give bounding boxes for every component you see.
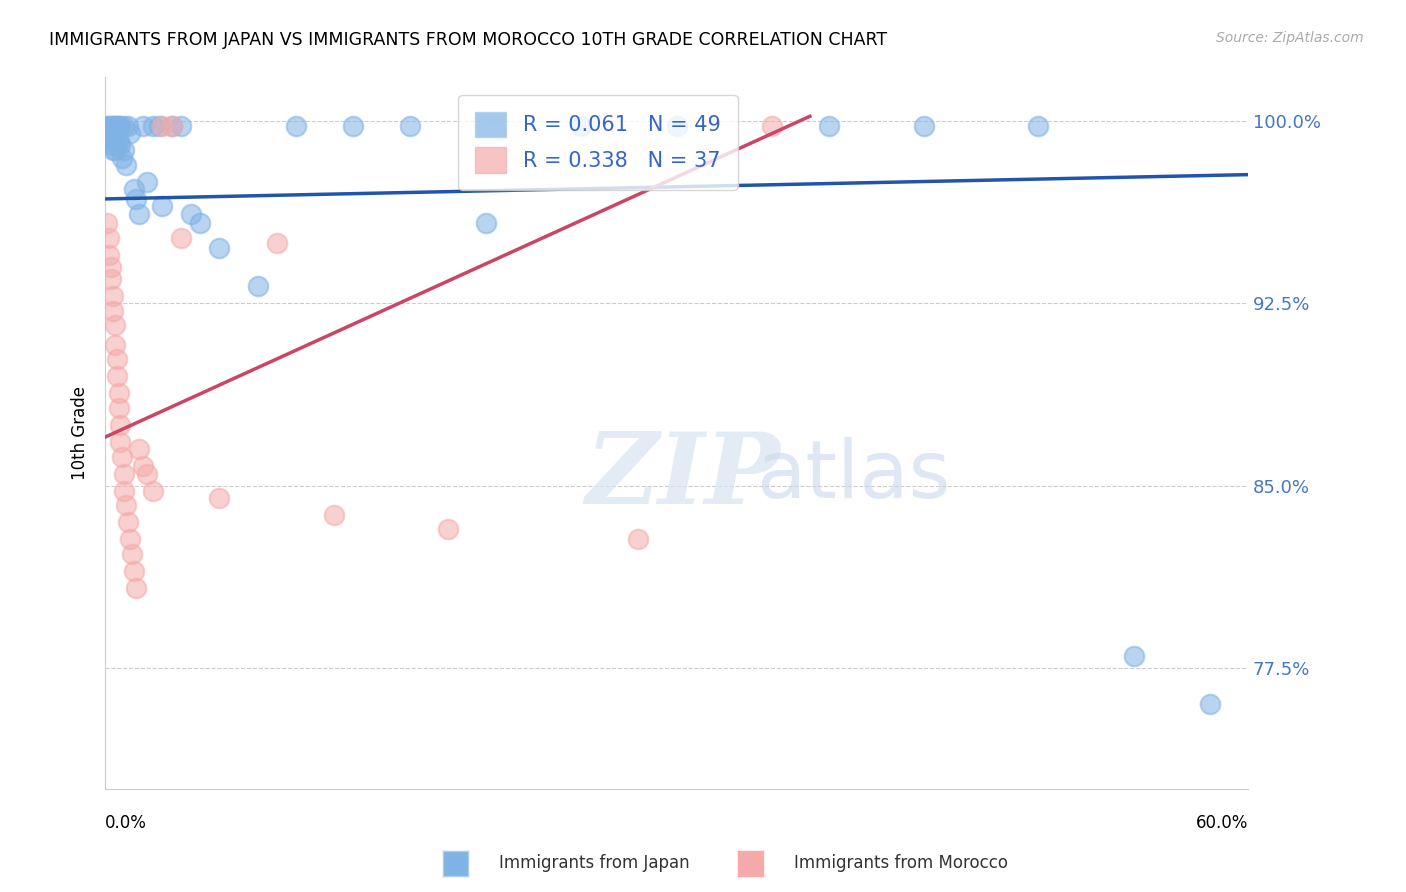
Point <box>104 318 127 333</box>
Point <box>110 417 132 432</box>
Point <box>96 119 118 133</box>
Legend: R = 0.061   N = 49, R = 0.338   N = 37: R = 0.061 N = 49, R = 0.338 N = 37 <box>458 95 738 190</box>
Point <box>128 206 150 220</box>
Point <box>100 128 122 143</box>
Y-axis label: 10th Grade: 10th Grade <box>72 386 89 481</box>
Point <box>190 216 212 230</box>
Point <box>322 508 344 522</box>
Point <box>761 119 783 133</box>
Point <box>148 119 170 133</box>
Point <box>132 119 155 133</box>
Point <box>136 175 159 189</box>
Point <box>160 119 183 133</box>
Point <box>208 491 231 505</box>
Point <box>136 467 159 481</box>
Point <box>117 515 139 529</box>
Point <box>105 138 128 153</box>
Point <box>96 216 118 230</box>
Point <box>1028 119 1050 133</box>
Point <box>128 442 150 457</box>
Point <box>118 532 141 546</box>
Point <box>912 119 935 133</box>
Text: Immigrants from Japan: Immigrants from Japan <box>499 855 690 872</box>
Point <box>107 119 129 133</box>
Point <box>111 450 134 464</box>
Point <box>266 235 288 250</box>
Point <box>118 126 141 140</box>
Point <box>115 498 138 512</box>
Point <box>170 119 193 133</box>
Point <box>569 119 592 133</box>
Point <box>399 119 422 133</box>
Point <box>150 119 173 133</box>
Point <box>1122 648 1144 663</box>
Point <box>100 119 122 133</box>
Text: 0.0%: 0.0% <box>105 814 148 832</box>
Point <box>818 119 841 133</box>
Point <box>115 158 138 172</box>
Point <box>208 241 231 255</box>
Point <box>110 119 132 133</box>
Point <box>142 483 165 498</box>
Point <box>180 206 202 220</box>
Point <box>110 138 132 153</box>
Point <box>246 279 269 293</box>
Point <box>100 272 122 286</box>
Point <box>101 144 124 158</box>
Point <box>107 386 129 401</box>
Point <box>1198 698 1220 712</box>
Point <box>107 134 129 148</box>
Point <box>100 138 122 153</box>
Point <box>112 467 135 481</box>
Point <box>125 581 148 595</box>
Point <box>117 119 139 133</box>
Point <box>122 182 145 196</box>
Point <box>101 119 124 133</box>
Point <box>105 352 128 367</box>
Point <box>98 128 121 143</box>
Point <box>98 119 121 133</box>
Point <box>98 248 121 262</box>
Text: atlas: atlas <box>756 437 950 516</box>
Point <box>160 119 183 133</box>
Text: ZIP: ZIP <box>585 428 780 524</box>
Point <box>132 459 155 474</box>
Point <box>107 401 129 415</box>
Text: Immigrants from Morocco: Immigrants from Morocco <box>794 855 1008 872</box>
Point <box>111 151 134 165</box>
Text: IMMIGRANTS FROM JAPAN VS IMMIGRANTS FROM MOROCCO 10TH GRADE CORRELATION CHART: IMMIGRANTS FROM JAPAN VS IMMIGRANTS FROM… <box>49 31 887 49</box>
Point <box>142 119 165 133</box>
Point <box>150 199 173 213</box>
Point <box>665 119 688 133</box>
Point <box>105 369 128 384</box>
Text: 60.0%: 60.0% <box>1195 814 1249 832</box>
Point <box>342 119 364 133</box>
Point <box>170 231 193 245</box>
Point <box>627 532 650 546</box>
Point <box>122 564 145 578</box>
Point <box>104 337 127 351</box>
Point <box>101 303 124 318</box>
Point <box>110 434 132 449</box>
Point <box>112 144 135 158</box>
Point <box>437 522 460 536</box>
Point <box>125 192 148 206</box>
Point <box>104 144 127 158</box>
Point <box>105 119 128 133</box>
Point <box>475 216 498 230</box>
Point <box>121 547 143 561</box>
Point <box>112 119 135 133</box>
Point <box>101 128 124 143</box>
Point <box>112 483 135 498</box>
Text: Source: ZipAtlas.com: Source: ZipAtlas.com <box>1216 31 1364 45</box>
Point <box>284 119 307 133</box>
Point <box>104 119 127 133</box>
Point <box>101 289 124 303</box>
Point <box>98 231 121 245</box>
Point <box>100 260 122 274</box>
Point <box>104 128 127 143</box>
